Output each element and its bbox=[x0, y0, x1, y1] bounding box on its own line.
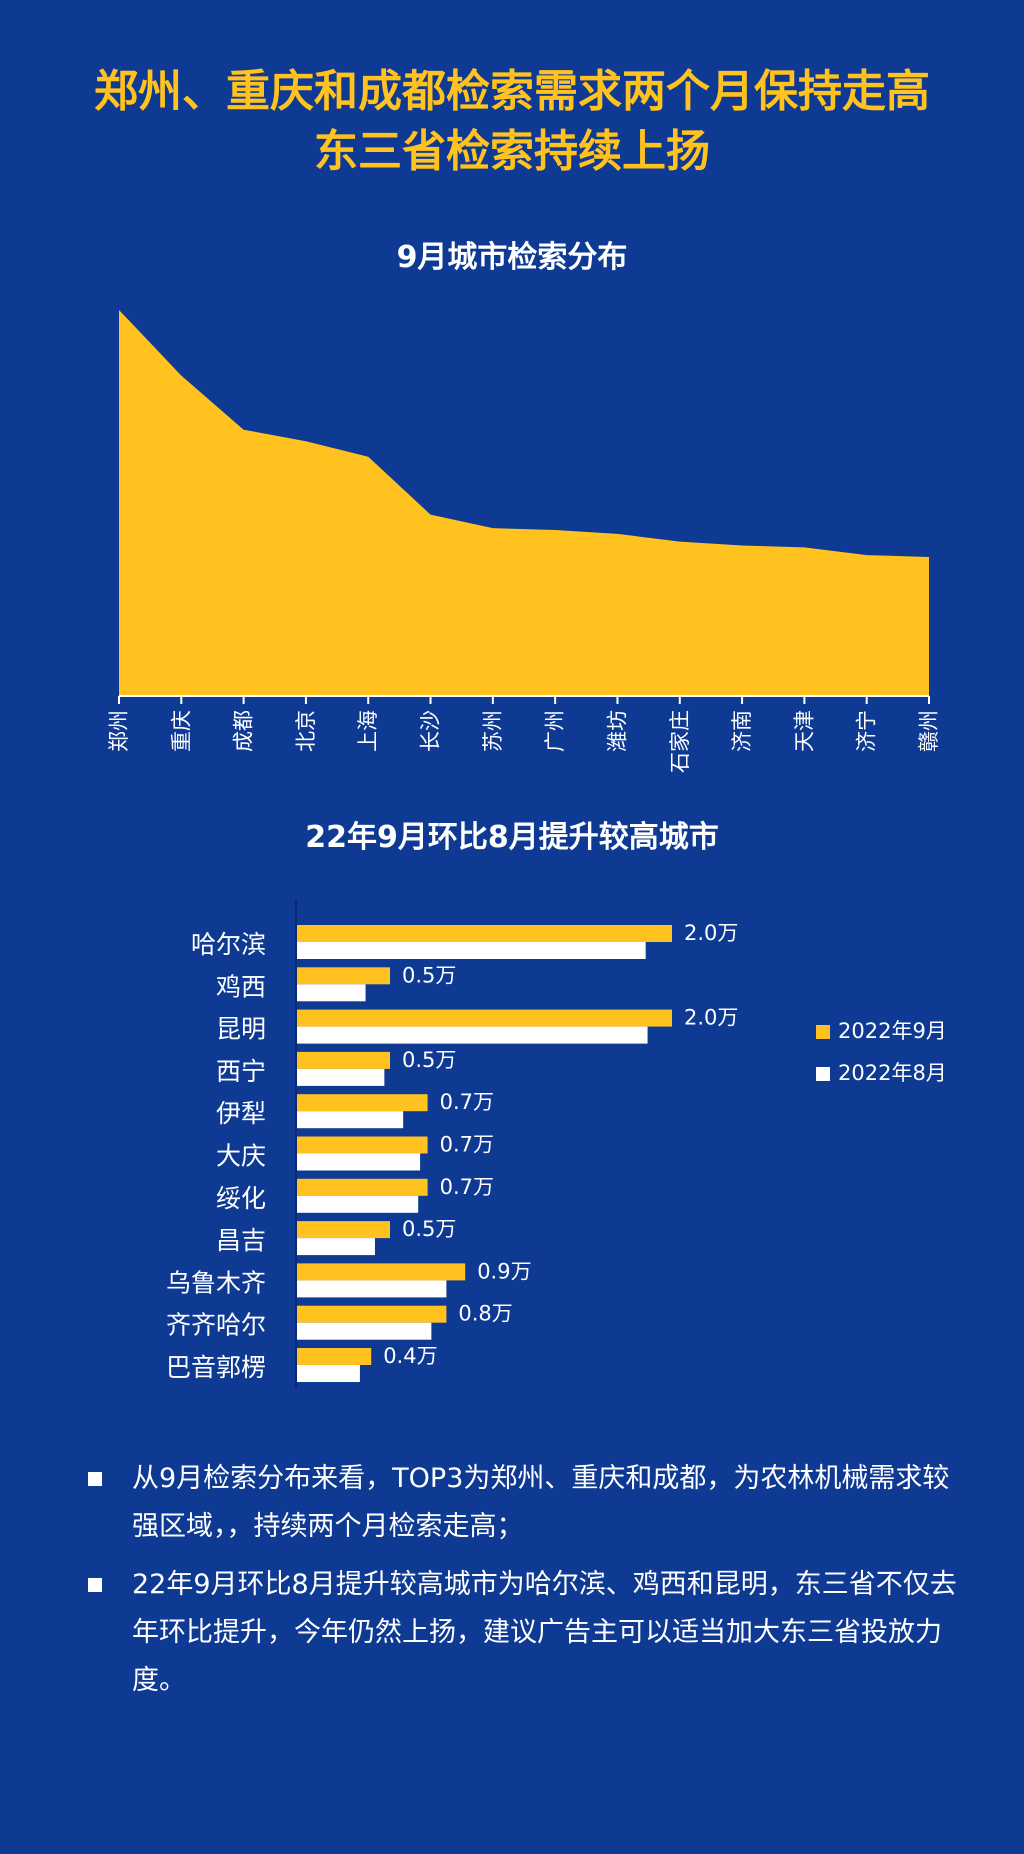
bar-aug bbox=[296, 1026, 648, 1044]
category-label: 西宁 bbox=[216, 1057, 266, 1086]
bar-sep bbox=[296, 1348, 372, 1365]
x-tick-label: 长沙 bbox=[419, 710, 443, 752]
x-tick-label: 成都 bbox=[232, 710, 256, 752]
bullet-icon bbox=[88, 1472, 102, 1486]
x-tick-label: 北京 bbox=[294, 710, 318, 752]
category-label: 绥化 bbox=[216, 1184, 266, 1213]
data-label: 0.5万 bbox=[402, 1048, 456, 1072]
bar-aug bbox=[296, 1238, 375, 1256]
note-text: 22年9月环比8月提升较高城市为哈尔滨、鸡西和昆明，东三省不仅去年环比提升，今年… bbox=[132, 1569, 957, 1696]
legend-swatch bbox=[816, 1067, 830, 1081]
bar-aug bbox=[296, 1153, 421, 1171]
bar-sep bbox=[296, 1009, 672, 1027]
category-label: 巴音郭楞 bbox=[166, 1353, 266, 1382]
data-label: 2.0万 bbox=[684, 1006, 738, 1030]
bar-aug bbox=[296, 1195, 419, 1213]
category-label: 乌鲁木齐 bbox=[166, 1268, 266, 1297]
note-text: 从9月检索分布来看，TOP3为郑州、重庆和成都，为农林机械需求较强区域，，持续两… bbox=[132, 1463, 950, 1542]
headline-line-2: 东三省检索持续上扬 bbox=[314, 126, 710, 177]
data-label: 0.7万 bbox=[440, 1090, 494, 1114]
bar-aug bbox=[296, 1365, 360, 1382]
bar-sep bbox=[296, 1094, 428, 1112]
note-item: 从9月检索分布来看，TOP3为郑州、重庆和成都，为农林机械需求较强区域，，持续两… bbox=[88, 1455, 968, 1551]
category-label: 鸡西 bbox=[216, 972, 266, 1001]
x-tick-label: 潍坊 bbox=[605, 710, 629, 752]
data-label: 0.5万 bbox=[402, 963, 456, 987]
bar-sep bbox=[296, 925, 672, 942]
bar-sep bbox=[296, 1263, 466, 1281]
bar-aug bbox=[296, 984, 366, 1002]
bar-sep bbox=[296, 1305, 447, 1323]
x-tick-label: 广州 bbox=[543, 710, 567, 752]
area-chart: 郑州 重庆 成都 北京 上海 长沙 苏州 广州 潍坊 石家庄 济南 天津 济宁 赣州 bbox=[107, 310, 941, 773]
bar-sep bbox=[296, 1221, 390, 1239]
data-label: 2.0万 bbox=[684, 921, 738, 945]
x-tick-label: 上海 bbox=[356, 710, 380, 752]
x-tick-label: 济南 bbox=[730, 710, 754, 752]
x-tick-label: 重庆 bbox=[169, 710, 193, 752]
bar-aug bbox=[296, 1280, 447, 1298]
data-label: 0.4万 bbox=[383, 1344, 437, 1368]
bar-sep bbox=[296, 1178, 428, 1196]
bullet-icon bbox=[88, 1578, 102, 1592]
data-label: 0.5万 bbox=[402, 1217, 456, 1241]
bar-sep bbox=[296, 1136, 428, 1154]
legend-label: 2022年9月 bbox=[838, 1019, 947, 1043]
bar-sep bbox=[296, 967, 390, 985]
data-label: 0.8万 bbox=[458, 1302, 512, 1326]
data-label: 0.7万 bbox=[440, 1133, 494, 1157]
category-label: 齐齐哈尔 bbox=[166, 1311, 266, 1340]
bar-aug bbox=[296, 1322, 432, 1340]
note-item: 22年9月环比8月提升较高城市为哈尔滨、鸡西和昆明，东三省不仅去年环比提升，今年… bbox=[88, 1561, 968, 1705]
bar-chart-title: 22年9月环比8月提升较高城市 bbox=[305, 820, 719, 855]
bar-aug bbox=[296, 1111, 404, 1129]
data-label: 0.9万 bbox=[477, 1259, 531, 1283]
headline-line-1: 郑州、重庆和成都检索需求两个月保持走高 bbox=[94, 66, 930, 117]
x-tick-label: 天津 bbox=[792, 710, 816, 752]
bar-aug bbox=[296, 1068, 385, 1086]
area-series bbox=[119, 310, 929, 696]
x-tick-label: 石家庄 bbox=[668, 710, 692, 773]
area-chart-title: 9月城市检索分布 bbox=[396, 240, 628, 275]
category-label: 昆明 bbox=[216, 1015, 266, 1044]
legend-swatch bbox=[816, 1025, 830, 1039]
x-tick-label: 苏州 bbox=[481, 710, 505, 752]
legend-label: 2022年8月 bbox=[838, 1061, 947, 1085]
category-label: 昌吉 bbox=[216, 1226, 266, 1255]
data-label: 0.7万 bbox=[440, 1175, 494, 1199]
x-tick-label: 赣州 bbox=[917, 710, 941, 752]
category-label: 伊犁 bbox=[216, 1099, 266, 1128]
category-label: 哈尔滨 bbox=[191, 930, 266, 959]
category-label: 大庆 bbox=[216, 1142, 266, 1171]
bar-aug bbox=[296, 942, 646, 959]
x-tick-label: 济宁 bbox=[855, 710, 879, 752]
x-tick-label: 郑州 bbox=[107, 710, 131, 752]
bar-sep bbox=[296, 1051, 390, 1069]
notes: 从9月检索分布来看，TOP3为郑州、重庆和成都，为农林机械需求较强区域，，持续两… bbox=[88, 1455, 968, 1715]
